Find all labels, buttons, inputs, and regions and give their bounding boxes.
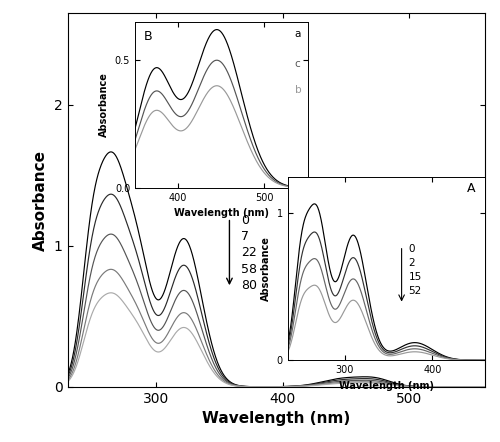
X-axis label: Wavelength (nm): Wavelength (nm)	[202, 411, 350, 426]
Text: 7: 7	[241, 230, 249, 243]
X-axis label: Wavelength (nm): Wavelength (nm)	[174, 208, 269, 218]
Text: 15: 15	[408, 271, 422, 282]
Y-axis label: Absorbance: Absorbance	[99, 72, 109, 137]
Y-axis label: Absorbance: Absorbance	[33, 149, 48, 251]
Text: 22: 22	[241, 246, 256, 259]
Text: 52: 52	[408, 286, 422, 296]
Text: 58: 58	[241, 263, 257, 275]
Text: c: c	[294, 59, 300, 69]
Text: a: a	[294, 29, 301, 38]
Y-axis label: Absorbance: Absorbance	[261, 236, 271, 301]
Text: A: A	[466, 182, 475, 195]
X-axis label: Wavelength (nm): Wavelength (nm)	[339, 381, 434, 391]
Text: 0: 0	[241, 214, 249, 227]
Text: 80: 80	[241, 279, 257, 292]
Text: b: b	[294, 85, 301, 95]
Text: 0: 0	[408, 244, 415, 254]
Text: B: B	[144, 30, 152, 43]
Text: 2: 2	[408, 258, 416, 268]
